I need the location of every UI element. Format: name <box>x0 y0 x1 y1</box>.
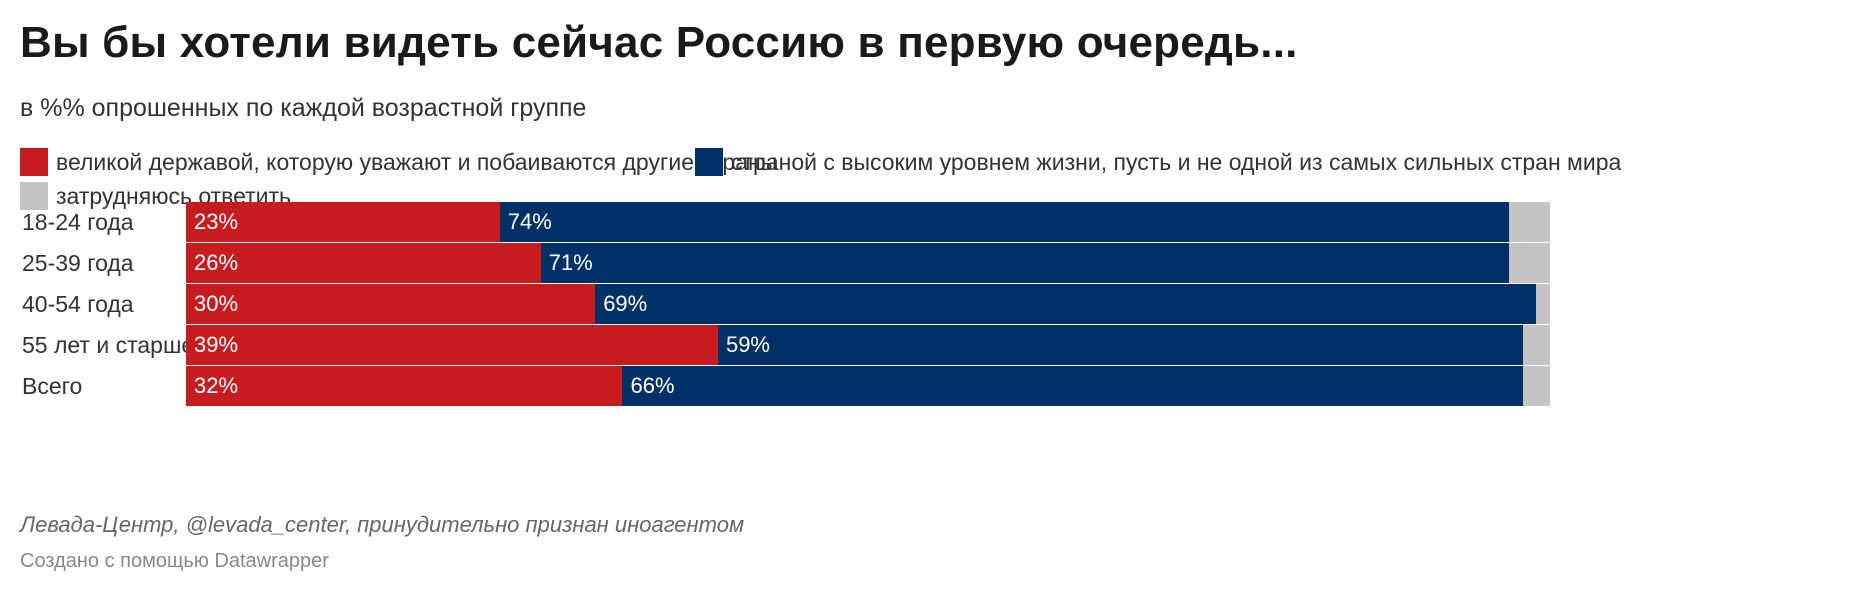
category-label: 40-54 года <box>22 291 134 317</box>
bar-value-label: 30% <box>194 291 239 316</box>
legend-item-high-living-standard: страной с высоким уровнем жизни, пусть и… <box>695 148 1621 176</box>
bar-great-power <box>186 284 596 324</box>
chart-subtitle: в %% опрошенных по каждой возрастной гру… <box>20 94 587 122</box>
bar-value-label: 71% <box>548 250 593 275</box>
bar-hard-to-answer <box>1522 325 1550 365</box>
category-label: 18-24 года <box>22 209 134 235</box>
source-note: Левада-Центр, @levada_center, принудител… <box>20 512 745 537</box>
legend-label-high-living-standard: страной с высоким уровнем жизни, пусть и… <box>731 148 1622 175</box>
bar-high-living-standard <box>595 284 1537 324</box>
bar-value-label: 23% <box>194 209 239 234</box>
bar-value-label: 69% <box>603 291 648 316</box>
bar-hard-to-answer <box>1522 366 1550 406</box>
bar-value-label: 59% <box>725 332 770 357</box>
bar-hard-to-answer <box>1509 202 1550 242</box>
bar-great-power <box>186 366 623 406</box>
bar-high-living-standard <box>622 366 1523 406</box>
legend-swatch-great-power <box>20 148 48 176</box>
bar-great-power <box>186 202 500 242</box>
legend-swatch-hard-to-answer <box>20 182 48 210</box>
bar-value-label: 26% <box>194 250 239 275</box>
category-label: 55 лет и старше <box>22 332 195 358</box>
bar-great-power <box>186 325 718 365</box>
bar-great-power <box>186 243 541 283</box>
legend-item-great-power: великой державой, которую уважают и поба… <box>20 148 777 176</box>
bar-high-living-standard <box>540 243 1510 283</box>
bar-value-label: 74% <box>507 209 552 234</box>
bar-hard-to-answer <box>1536 284 1550 324</box>
datawrapper-credit: Создано с помощью Datawrapper <box>20 550 329 572</box>
bar-value-label: 32% <box>194 373 239 398</box>
bar-hard-to-answer <box>1509 243 1550 283</box>
bar-high-living-standard <box>717 325 1523 365</box>
category-label: 25-39 года <box>22 250 134 276</box>
bar-value-label: 39% <box>194 332 239 357</box>
bar-high-living-standard <box>499 202 1510 242</box>
category-label: Всего <box>22 373 83 399</box>
legend-swatch-high-living-standard <box>695 148 723 176</box>
bar-value-label: 66% <box>630 373 675 398</box>
chart-title: Вы бы хотели видеть сейчас Россию в перв… <box>20 18 1298 67</box>
legend-label-great-power: великой державой, которую уважают и поба… <box>56 148 778 175</box>
